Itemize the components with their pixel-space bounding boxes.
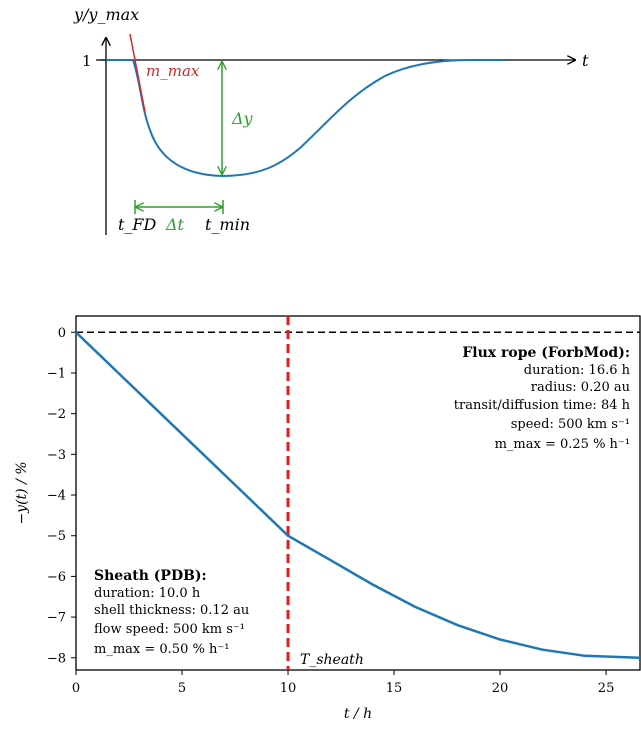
y-tick-label: −3: [47, 448, 66, 463]
schematic-x-axis-label: t: [582, 51, 589, 70]
schematic-y-axis-label: y/y_max: [73, 5, 139, 24]
flux-rope-line: m_max = 0.25 % h⁻¹: [495, 437, 630, 452]
flux-rope-line: radius: 0.20 au: [531, 380, 630, 395]
x-tick-label: 20: [492, 681, 509, 696]
sheath-line: m_max = 0.50 % h⁻¹: [94, 642, 229, 657]
sheath-line: flow speed: 500 km s⁻¹: [94, 622, 245, 637]
flux-rope-line: speed: 500 km s⁻¹: [511, 417, 630, 432]
x-axis-label: t / h: [344, 706, 372, 722]
x-tick-label: 15: [386, 681, 403, 696]
y-ticks: 0 −1 −2 −3 −4 −5 −6 −7 −8: [47, 326, 76, 666]
flux-rope-title: Flux rope (ForbMod):: [462, 345, 630, 361]
flux-rope-line: duration: 16.6 h: [524, 363, 631, 378]
y-tick-label: 0: [58, 326, 66, 341]
x-tick-label: 25: [598, 681, 615, 696]
sheath-line: shell thickness: 0.12 au: [94, 603, 249, 618]
y-tick-label: −4: [47, 489, 66, 504]
x-tick-label: 0: [72, 681, 80, 696]
y-tick-label: −2: [47, 407, 66, 422]
sheath-boundary-label: T_sheath: [300, 652, 364, 668]
sheath-line: duration: 10.0 h: [94, 586, 201, 601]
schematic-y-tick-label: 1: [82, 52, 92, 70]
y-tick-label: −1: [47, 366, 66, 381]
schematic-duration-label: Δt: [165, 215, 185, 234]
x-tick-label: 10: [280, 681, 297, 696]
schematic-slope-line: [129, 33, 146, 113]
plot-frame: [75, 315, 641, 671]
schematic-start-label: t_FD: [118, 215, 157, 234]
y-tick-label: −8: [47, 651, 66, 666]
series-line: [75, 331, 641, 660]
y-tick-label: −5: [47, 529, 66, 544]
schematic-slope-label: m_max: [146, 62, 200, 80]
x-ticks: 0 5 10 15 20 25: [72, 670, 614, 696]
flux-rope-textbox: Flux rope (ForbMod): duration: 16.6 h ra…: [454, 345, 631, 452]
schematic-depth-label: Δy: [231, 109, 254, 128]
sheath-title: Sheath (PDB):: [94, 568, 207, 584]
schematic-curve: [106, 59, 505, 178]
x-tick-label: 5: [178, 681, 186, 696]
y-tick-label: −6: [47, 570, 66, 585]
flux-rope-line: transit/diffusion time: 84 h: [454, 398, 631, 413]
schematic-min-label: t_min: [205, 215, 250, 234]
y-axis-label: −y(t) / %: [14, 461, 30, 524]
main-plot: 0 −1 −2 −3 −4 −5 −6 −7 −8 0 5 10 15 20 25 T_sheath t …: [14, 315, 641, 722]
schematic-panel: y/y_max 1 t m_max Δy Δt t_FD t_min: [73, 5, 589, 235]
sheath-textbox: Sheath (PDB): duration: 10.0 h shell thi…: [94, 568, 249, 657]
y-tick-label: −7: [47, 611, 66, 626]
